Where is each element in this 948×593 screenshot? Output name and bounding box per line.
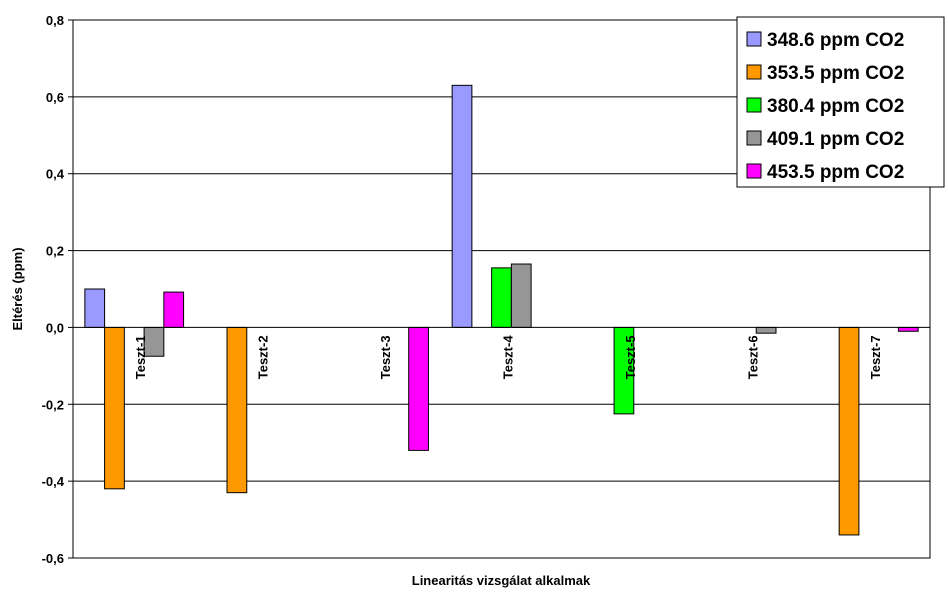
- legend-swatch: [746, 163, 762, 179]
- y-tick-label: 0,4: [46, 167, 65, 182]
- category-label: Teszt-1: [133, 335, 148, 379]
- bar: [84, 288, 106, 328]
- y-axis-ticks: 0,8 0,6 0,4 0,2 0,0 -0,2 -0,4 -0,6: [42, 13, 73, 566]
- legend-label: 348.6 ppm CO2: [767, 30, 904, 51]
- bar: [226, 326, 248, 494]
- legend-label: 353.5 ppm CO2: [767, 63, 904, 84]
- y-tick-label: -0,4: [42, 474, 65, 489]
- bar: [510, 263, 532, 328]
- bar: [104, 326, 125, 490]
- y-tick-label: 0,6: [46, 90, 64, 105]
- y-tick-label: -0,6: [42, 551, 64, 566]
- bar: [897, 326, 919, 332]
- y-axis-title: Eltérés (ppm): [10, 247, 25, 330]
- category-label: Teszt-5: [623, 335, 638, 379]
- legend-label: 380.4 ppm CO2: [767, 96, 904, 117]
- category-label: Teszt-2: [256, 335, 271, 379]
- legend-swatch: [746, 97, 762, 113]
- y-tick-label: -0,2: [42, 397, 64, 412]
- y-tick-label: 0,8: [46, 13, 64, 28]
- legend-box: [736, 16, 945, 188]
- bar: [838, 326, 860, 536]
- legend-label: 409.1 ppm CO2: [767, 129, 904, 150]
- y-tick-label: 0,0: [46, 320, 64, 335]
- legend-swatch: [746, 31, 762, 47]
- legend-swatch: [746, 64, 762, 80]
- category-label: Teszt-7: [868, 335, 883, 379]
- category-label: Teszt-6: [745, 335, 760, 379]
- category-label: Teszt-3: [378, 335, 393, 379]
- legend: 348.6 ppm CO2 353.5 ppm CO2 380.4 ppm CO2 4…: [736, 16, 945, 188]
- category-label: Teszt-4: [501, 335, 516, 380]
- x-axis-title: Linearitás vizsgálat alkalmak: [412, 573, 591, 588]
- bar: [451, 84, 473, 328]
- bar: [755, 326, 777, 334]
- y-tick-label: 0,2: [46, 244, 64, 259]
- bar: [491, 267, 512, 328]
- bars: [84, 84, 919, 536]
- legend-swatch: [746, 130, 762, 146]
- bar: [408, 326, 429, 451]
- category-labels: Teszt-1 Teszt-2 Teszt-3 Teszt-4 Teszt-5 Teszt…: [133, 335, 883, 380]
- legend-label: 453.5 ppm CO2: [767, 162, 904, 183]
- bar: [163, 291, 185, 328]
